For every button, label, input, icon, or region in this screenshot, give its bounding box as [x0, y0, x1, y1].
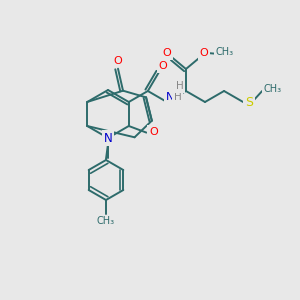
- Text: N: N: [103, 131, 112, 145]
- Text: H: H: [176, 81, 184, 91]
- Text: H: H: [174, 92, 182, 102]
- Text: O: O: [162, 48, 171, 58]
- Text: O: O: [158, 61, 167, 71]
- Text: O: O: [200, 48, 208, 58]
- Text: S: S: [245, 95, 253, 109]
- Text: CH₃: CH₃: [215, 46, 234, 57]
- Text: N: N: [166, 92, 174, 102]
- Text: CH₃: CH₃: [97, 216, 115, 226]
- Text: O: O: [149, 127, 158, 136]
- Text: CH₃: CH₃: [263, 84, 281, 94]
- Text: O: O: [114, 56, 122, 66]
